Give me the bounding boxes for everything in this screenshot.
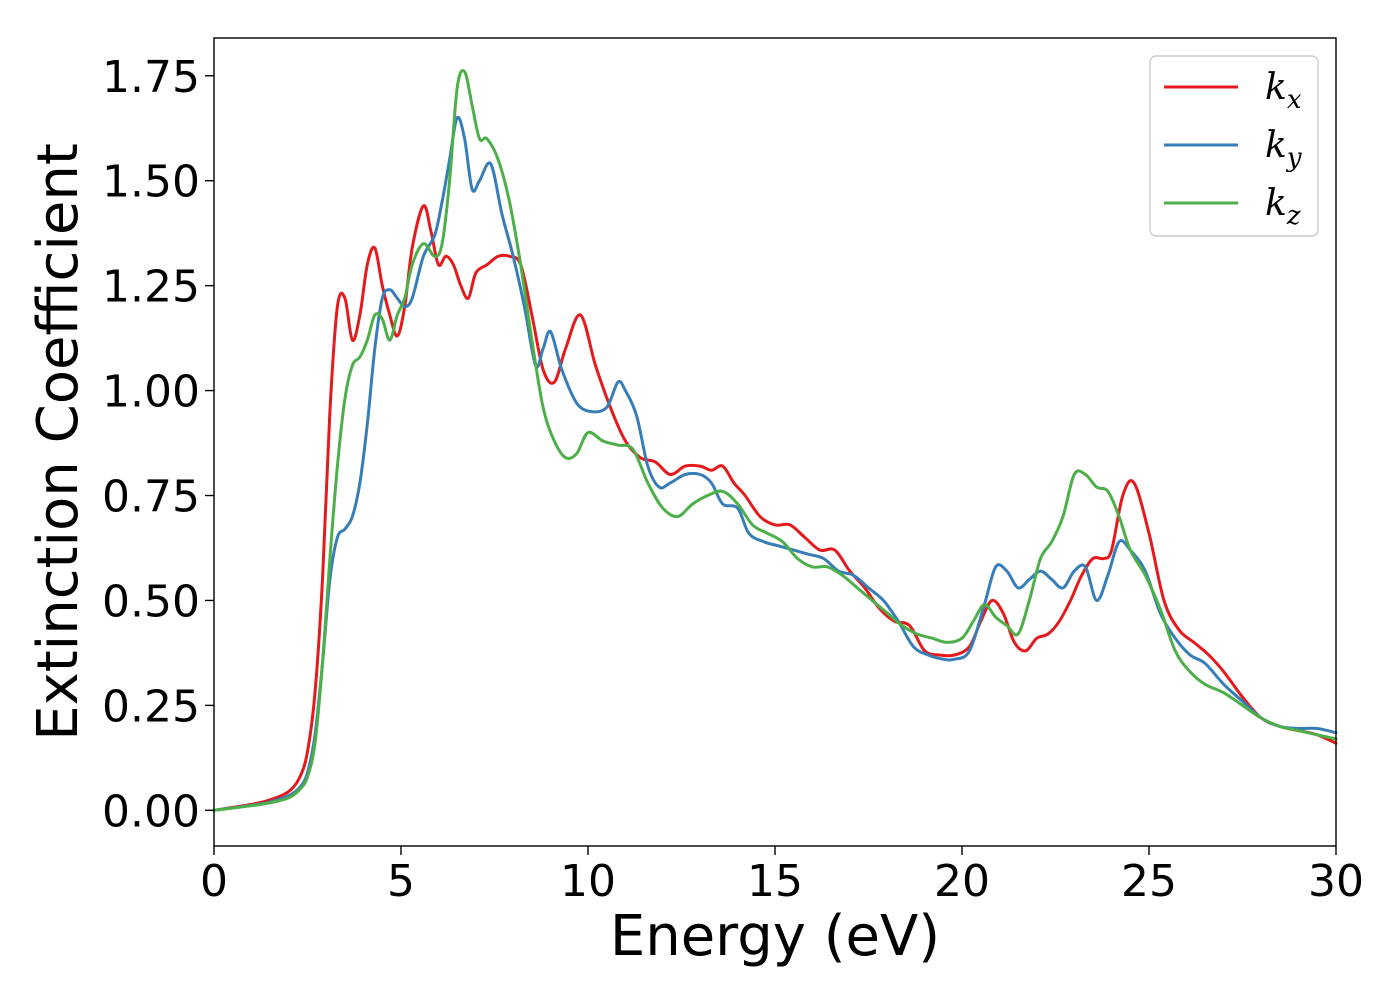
y-tick-label: 1.50 (102, 157, 200, 208)
y-tick-label: 0.00 (102, 786, 200, 837)
x-tick-label: 20 (934, 856, 990, 907)
y-axis-ticks: 0.00 0.25 0.50 0.75 1.00 1.25 1.50 1.75 (102, 52, 214, 837)
y-tick-label: 0.50 (102, 576, 200, 627)
legend: kx ky kz (1149, 55, 1319, 237)
legend-label-kx: kx (1265, 67, 1302, 115)
y-tick-label: 1.75 (102, 52, 200, 103)
x-tick-label: 5 (387, 856, 415, 907)
y-tick-label: 1.00 (102, 367, 200, 418)
legend-label-kz: kz (1265, 183, 1301, 231)
legend-label-ky: ky (1265, 125, 1302, 173)
series-line-kz (212, 68, 1338, 812)
x-tick-label: 30 (1308, 856, 1364, 907)
x-tick-label: 10 (560, 856, 616, 907)
x-tick-label: 0 (200, 856, 228, 907)
x-tick-label: 25 (1121, 856, 1177, 907)
y-axis-label: Extinction Coefficient (26, 143, 91, 741)
series-layer (212, 68, 1338, 812)
series-line-ky (212, 115, 1338, 812)
y-tick-label: 0.75 (102, 472, 200, 523)
y-tick-label: 0.25 (102, 681, 200, 732)
y-tick-label: 1.25 (102, 262, 200, 313)
x-axis-label: Energy (eV) (610, 904, 940, 969)
series-line-kx (212, 204, 1338, 812)
x-axis-ticks: 0 5 10 15 20 25 30 (200, 846, 1364, 907)
x-tick-label: 15 (747, 856, 803, 907)
